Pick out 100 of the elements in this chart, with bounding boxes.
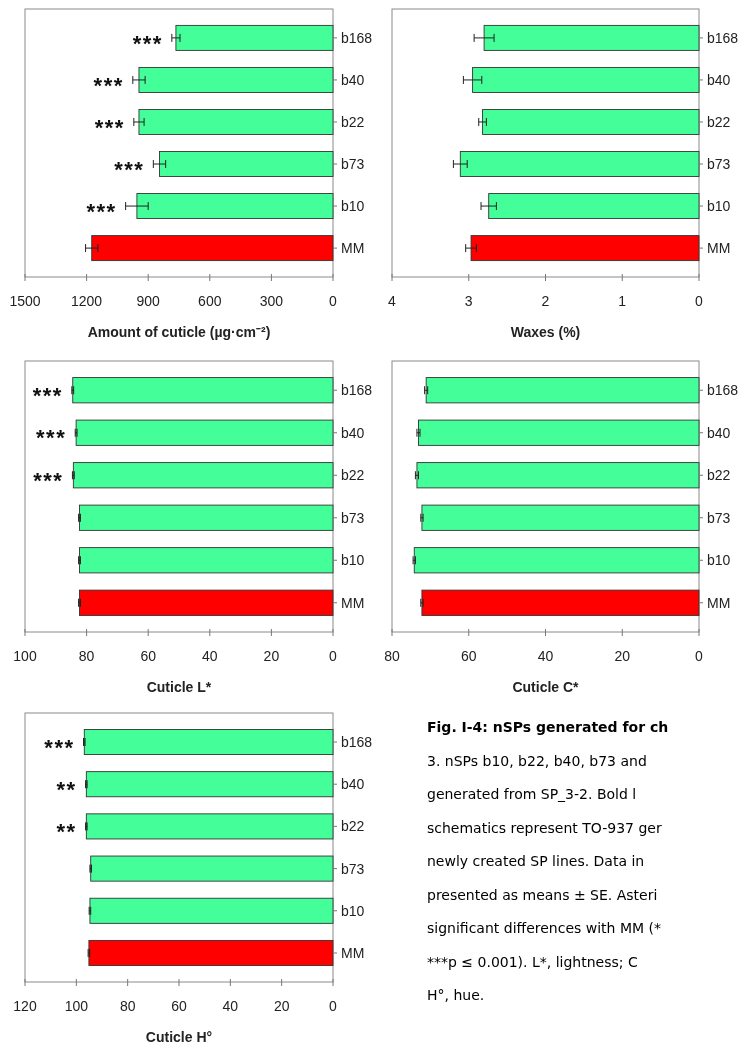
x-tick-label: 600 bbox=[198, 293, 222, 309]
bar bbox=[483, 24, 700, 51]
y-tick-label: b22 bbox=[341, 113, 365, 130]
y-tick-label: b73 bbox=[341, 156, 365, 173]
annotation: ** bbox=[56, 776, 77, 802]
y-tick-label: MM bbox=[341, 944, 365, 961]
y-tick-label: b40 bbox=[341, 776, 365, 793]
x-tick-label: 1500 bbox=[9, 293, 41, 309]
text: ***p ≤ 0.001). L*, lightness; C bbox=[427, 953, 638, 970]
x-tick-label: 60 bbox=[171, 998, 187, 1014]
annotation: *** bbox=[86, 198, 117, 224]
x-axis-title: Cuticle C* bbox=[512, 679, 580, 695]
x-tick-label: 40 bbox=[537, 648, 554, 664]
bar bbox=[482, 109, 700, 135]
x-tick-label: 0 bbox=[329, 648, 338, 664]
y-tick-label: b168 bbox=[341, 382, 373, 399]
text: newly created SP lines. Data in bbox=[427, 853, 645, 869]
y-tick-label: b22 bbox=[707, 113, 731, 130]
y-tick-label: b40 bbox=[341, 424, 365, 441]
bar bbox=[138, 109, 334, 135]
y-tick-label: b40 bbox=[707, 71, 731, 88]
x-tick-label: 20 bbox=[263, 648, 280, 664]
bar bbox=[459, 151, 700, 177]
x-axis-title: Cuticle H° bbox=[145, 1029, 213, 1045]
text: 3. nSPs b10, b22, b40, b73 and bbox=[427, 752, 647, 769]
annotation: *** bbox=[132, 30, 163, 56]
x-tick-label: 40 bbox=[222, 998, 239, 1014]
y-tick-label: MM bbox=[707, 240, 731, 257]
bar bbox=[470, 235, 700, 262]
x-tick-label: 100 bbox=[64, 998, 89, 1014]
y-tick-label: b10 bbox=[707, 552, 731, 569]
x-axis-title: Amount of cuticle (µg·cm⁻²) bbox=[87, 324, 271, 340]
x-tick-label: 4 bbox=[388, 293, 397, 309]
y-tick-label: b73 bbox=[707, 509, 731, 526]
x-tick-label: 20 bbox=[273, 998, 290, 1014]
text: schematics represent TO-937 ger bbox=[427, 819, 662, 836]
x-tick-label: 300 bbox=[259, 293, 284, 309]
x-axis-title: Cuticle L* bbox=[146, 679, 212, 695]
text: significant differences with MM (* bbox=[427, 920, 661, 936]
y-tick-label: b168 bbox=[707, 382, 739, 399]
annotation: *** bbox=[94, 114, 125, 140]
annotation: ** bbox=[56, 819, 77, 845]
y-tick-label: b168 bbox=[341, 734, 373, 751]
annotation: *** bbox=[93, 72, 124, 98]
y-tick-label: b22 bbox=[341, 818, 365, 835]
bar bbox=[418, 419, 700, 446]
x-axis-title: Waxes (%) bbox=[510, 324, 581, 340]
x-tick-label: 1200 bbox=[71, 293, 103, 309]
x-tick-label: 120 bbox=[13, 998, 37, 1014]
y-tick-label: b73 bbox=[341, 509, 365, 526]
y-tick-label: b73 bbox=[707, 156, 731, 173]
x-tick-label: 80 bbox=[119, 998, 136, 1014]
x-tick-label: 0 bbox=[695, 648, 704, 664]
bar bbox=[175, 24, 334, 51]
y-tick-label: b168 bbox=[341, 29, 373, 46]
annotation: *** bbox=[32, 382, 63, 408]
x-tick-label: 60 bbox=[140, 648, 157, 664]
x-tick-label: 900 bbox=[136, 293, 161, 309]
y-tick-label: MM bbox=[341, 240, 365, 257]
text: H°, hue. bbox=[427, 987, 485, 1003]
bar bbox=[425, 377, 700, 404]
text: Fig. I-4: nSPs generated for ch bbox=[427, 719, 669, 735]
x-tick-label: 80 bbox=[78, 648, 95, 664]
y-tick-label: MM bbox=[707, 594, 731, 611]
y-tick-label: b40 bbox=[341, 71, 365, 88]
x-tick-label: 40 bbox=[202, 648, 218, 664]
bar bbox=[91, 235, 334, 262]
y-tick-label: b10 bbox=[341, 552, 365, 569]
bar bbox=[421, 589, 700, 616]
y-tick-label: b40 bbox=[707, 424, 731, 441]
bar bbox=[138, 66, 334, 93]
annotation: *** bbox=[36, 425, 67, 451]
x-tick-label: 3 bbox=[464, 293, 473, 309]
x-tick-label: 20 bbox=[614, 648, 631, 664]
bar bbox=[413, 547, 700, 574]
bar bbox=[421, 504, 700, 531]
x-tick-label: 80 bbox=[384, 648, 400, 664]
bar bbox=[159, 151, 334, 177]
annotation: *** bbox=[33, 468, 64, 494]
y-tick-label: b10 bbox=[341, 902, 365, 919]
y-tick-label: b168 bbox=[707, 29, 739, 46]
x-tick-label: 0 bbox=[329, 293, 338, 309]
y-tick-label: b10 bbox=[341, 198, 365, 215]
x-tick-label: 100 bbox=[13, 648, 37, 664]
annotation: *** bbox=[44, 734, 75, 760]
bar bbox=[488, 193, 700, 220]
y-tick-label: b10 bbox=[707, 198, 731, 215]
x-tick-label: 60 bbox=[460, 648, 477, 664]
x-tick-label: 0 bbox=[695, 293, 704, 309]
text: generated from SP_3-2. Bold l bbox=[427, 786, 637, 802]
x-tick-label: 2 bbox=[541, 293, 550, 309]
bar bbox=[416, 462, 700, 489]
x-tick-label: 0 bbox=[329, 998, 338, 1014]
text: presented as means ± SE. Asteri bbox=[427, 886, 658, 903]
y-tick-label: b22 bbox=[341, 467, 365, 484]
annotation: *** bbox=[114, 156, 145, 182]
bar bbox=[136, 193, 334, 220]
y-tick-label: MM bbox=[341, 594, 365, 611]
bar bbox=[472, 66, 700, 93]
x-tick-label: 1 bbox=[618, 293, 627, 309]
